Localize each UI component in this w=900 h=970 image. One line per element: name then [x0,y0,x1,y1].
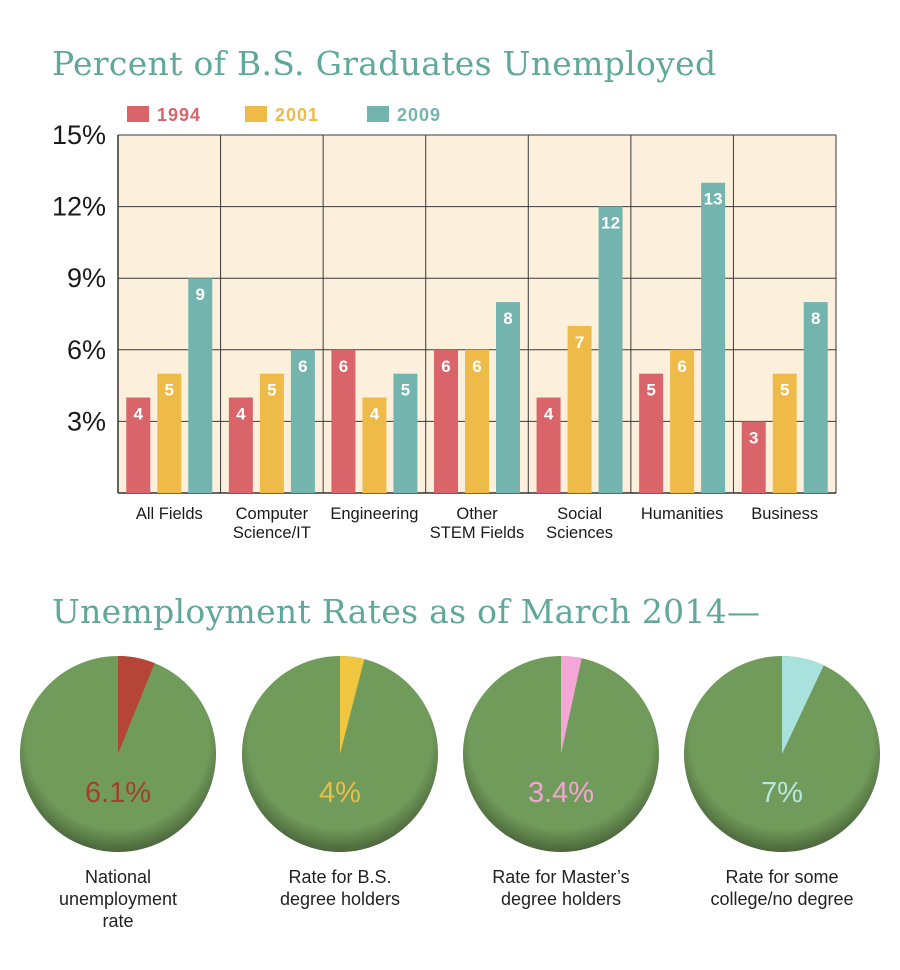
bar-value-label: 4 [134,405,144,424]
category-label-line: Other [456,505,498,523]
category-label-line: Business [751,505,818,523]
bar-value-label: 6 [339,357,348,376]
legend-label: 2001 [275,105,319,125]
bar-value-label: 6 [472,357,481,376]
category-label: Computer Science/IT [233,505,311,542]
bar-value-label: 3 [749,428,758,447]
bar-value-label: 12 [601,214,620,233]
bar-value-label: 6 [441,357,450,376]
bar-value-label: 4 [236,405,246,424]
pie-value-label: 4% [319,777,361,809]
pie-caption: Rate for Master’s degree holders [461,866,661,910]
pie-caption-line: Rate for Master’s [492,867,630,887]
bar [434,349,458,493]
bar-value-label: 8 [811,309,820,328]
category-label: Engineering [330,505,418,523]
category-label-line: Computer [236,505,309,523]
bar-value-label: 7 [575,333,584,352]
bar-value-label: 6 [298,357,307,376]
legend-swatch [367,106,389,122]
y-tick-label: 15% [52,120,106,150]
pie-shading [463,656,659,852]
pie-value-label: 3.4% [528,777,594,809]
bar-value-label: 4 [544,405,554,424]
pie-caption: Rate for some college/no degree [682,866,882,910]
bar [362,397,387,493]
bar [567,325,592,493]
bar-value-label: 8 [503,309,512,328]
category-label: All Fields [136,505,203,523]
bar [393,373,418,493]
legend-label: 1994 [157,105,201,125]
bar [259,373,284,493]
bar-value-label: 4 [370,405,380,424]
category-label-line: Sciences [546,524,613,542]
pie-caption-line: rate [102,911,134,931]
category-label-line: Social [557,505,602,523]
bar [290,349,315,493]
bar [639,373,664,493]
legend-swatch [127,106,149,122]
category-label-line: Science/IT [233,524,311,542]
bar [157,373,182,493]
bar [465,349,489,493]
pie-shading [20,656,216,852]
y-tick-label: 12% [52,192,106,222]
category-label: Other STEM Fields [430,505,524,542]
bar [803,302,828,493]
bar-value-label: 13 [704,190,723,209]
category-label-line: All Fields [136,505,203,523]
bar [670,349,695,493]
category-label: Humanities [641,505,724,523]
pie-caption-line: Rate for some [725,867,839,887]
bar-value-label: 5 [165,381,174,400]
pie-charts: 6.1% 4% 3.4% 7% [20,656,880,852]
bar [126,397,151,493]
pie-section-title: Unemployment Rates as of March 2014— [52,592,761,631]
pie-caption-line: National [84,867,152,887]
bar [772,373,797,493]
pie-caption: National unemployment rate [18,866,218,932]
category-label-line: Humanities [641,505,724,523]
bar [331,349,356,493]
pie-caption-line: degree holders [500,889,622,909]
category-label: Social Sciences [546,505,613,542]
bar-value-label: 5 [401,381,410,400]
legend-label: 2009 [397,105,441,125]
bar [496,302,520,493]
bar-value-label: 6 [677,357,686,376]
bar [536,397,561,493]
category-label: Business [751,505,818,523]
pie-value-label: 7% [761,777,803,809]
pie-value-label: 6.1% [85,777,151,809]
pie-caption-line: degree holders [279,889,401,909]
bar [228,397,253,493]
y-tick-label: 3% [67,406,106,436]
bar [741,421,766,493]
bar [188,278,213,493]
pie-caption-line: Rate for B.S. [288,867,392,887]
bar [701,182,726,493]
legend-swatch [245,106,267,122]
pie-caption-line: unemployment [58,889,178,909]
pie-shading [242,656,438,852]
pie-shading [684,656,880,852]
y-tick-label: 6% [67,335,106,365]
bar [598,206,623,493]
pie-caption-line: college/no degree [710,889,854,909]
bar-value-label: 5 [646,381,655,400]
y-tick-label: 9% [67,263,106,293]
category-label-line: Engineering [330,505,418,523]
bar-value-label: 5 [780,381,789,400]
bar-value-label: 5 [267,381,276,400]
pie-caption: Rate for B.S. degree holders [240,866,440,910]
category-label-line: STEM Fields [430,524,524,542]
bar-chart-title: Percent of B.S. Graduates Unemployed [52,44,717,83]
bar-value-label: 9 [196,285,205,304]
